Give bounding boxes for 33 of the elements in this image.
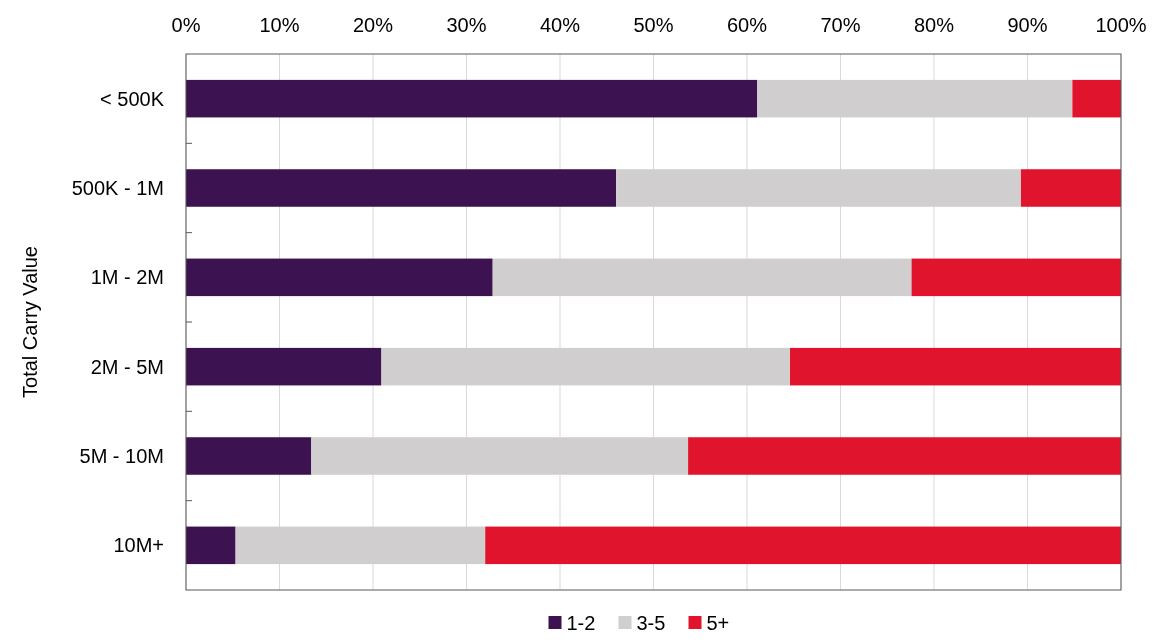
- bar: [186, 437, 312, 475]
- y-tick-label: 500K - 1M: [71, 177, 164, 199]
- x-tick-label: 30%: [446, 14, 487, 36]
- x-tick-label: 10%: [259, 14, 300, 36]
- bar: [186, 347, 382, 386]
- legend-label: 3-5: [636, 612, 666, 634]
- x-tick-label: 80%: [913, 14, 955, 36]
- y-tick-label: 10M+: [113, 534, 164, 557]
- y-tick-label: < 500K: [100, 87, 165, 110]
- x-tick-label: 60%: [726, 14, 768, 36]
- legend-label: 5+: [706, 612, 730, 634]
- x-tick-label: 100%: [1095, 14, 1147, 36]
- y-tick-label: 1M - 2M: [90, 266, 164, 289]
- y-axis-title: Total Carry Value: [19, 246, 41, 398]
- legend-label: 1-2: [566, 612, 596, 634]
- bar: [790, 347, 1121, 386]
- bar: [688, 437, 1121, 475]
- bar: [186, 169, 617, 207]
- y-tick-label: 5M - 10M: [79, 445, 164, 467]
- bar: [186, 79, 758, 118]
- bar: [1072, 79, 1121, 118]
- x-tick-label: 90%: [1007, 14, 1048, 36]
- x-tick-label: 70%: [820, 14, 861, 36]
- bar: [186, 258, 493, 297]
- bar: [1020, 169, 1121, 207]
- bar: [186, 526, 236, 565]
- x-tick-label: 50%: [633, 14, 674, 36]
- y-tick-label: 2M - 5M: [90, 355, 164, 378]
- x-tick-label: 40%: [539, 14, 581, 36]
- x-tick-label: 20%: [352, 14, 394, 36]
- x-tick-label: 0%: [171, 14, 201, 36]
- bar: [911, 258, 1121, 297]
- bar: [485, 526, 1121, 565]
